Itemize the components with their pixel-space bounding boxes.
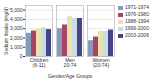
svg-text:2,000: 2,000 [10, 35, 23, 41]
html-text:1971-1974: 1971-1974 [125, 4, 149, 10]
html-text:2003-2006: 2003-2006 [125, 32, 149, 38]
svg-text:Women(20-74): Women(20-74) [92, 57, 109, 68]
svg-text:0: 0 [20, 53, 23, 59]
html-text:1988-1994: 1988-1994 [125, 18, 149, 24]
svg-text:Sodium Intake (mg/d): Sodium Intake (mg/d) [3, 7, 9, 55]
svg-text:4,000: 4,000 [10, 16, 23, 22]
svg-text:Men20-74: Men20-74 [64, 57, 77, 68]
svg-text:1,000: 1,000 [10, 44, 23, 50]
svg-text:3,000: 3,000 [10, 25, 23, 31]
svg-text:5,000: 5,000 [10, 7, 23, 13]
svg-text:Children(6-11): Children(6-11) [30, 57, 49, 68]
svg-text:Gender/Age Groups: Gender/Age Groups [48, 73, 93, 79]
html-text:1976-1980: 1976-1980 [125, 11, 149, 17]
html-text:1999-2000: 1999-2000 [125, 25, 149, 31]
